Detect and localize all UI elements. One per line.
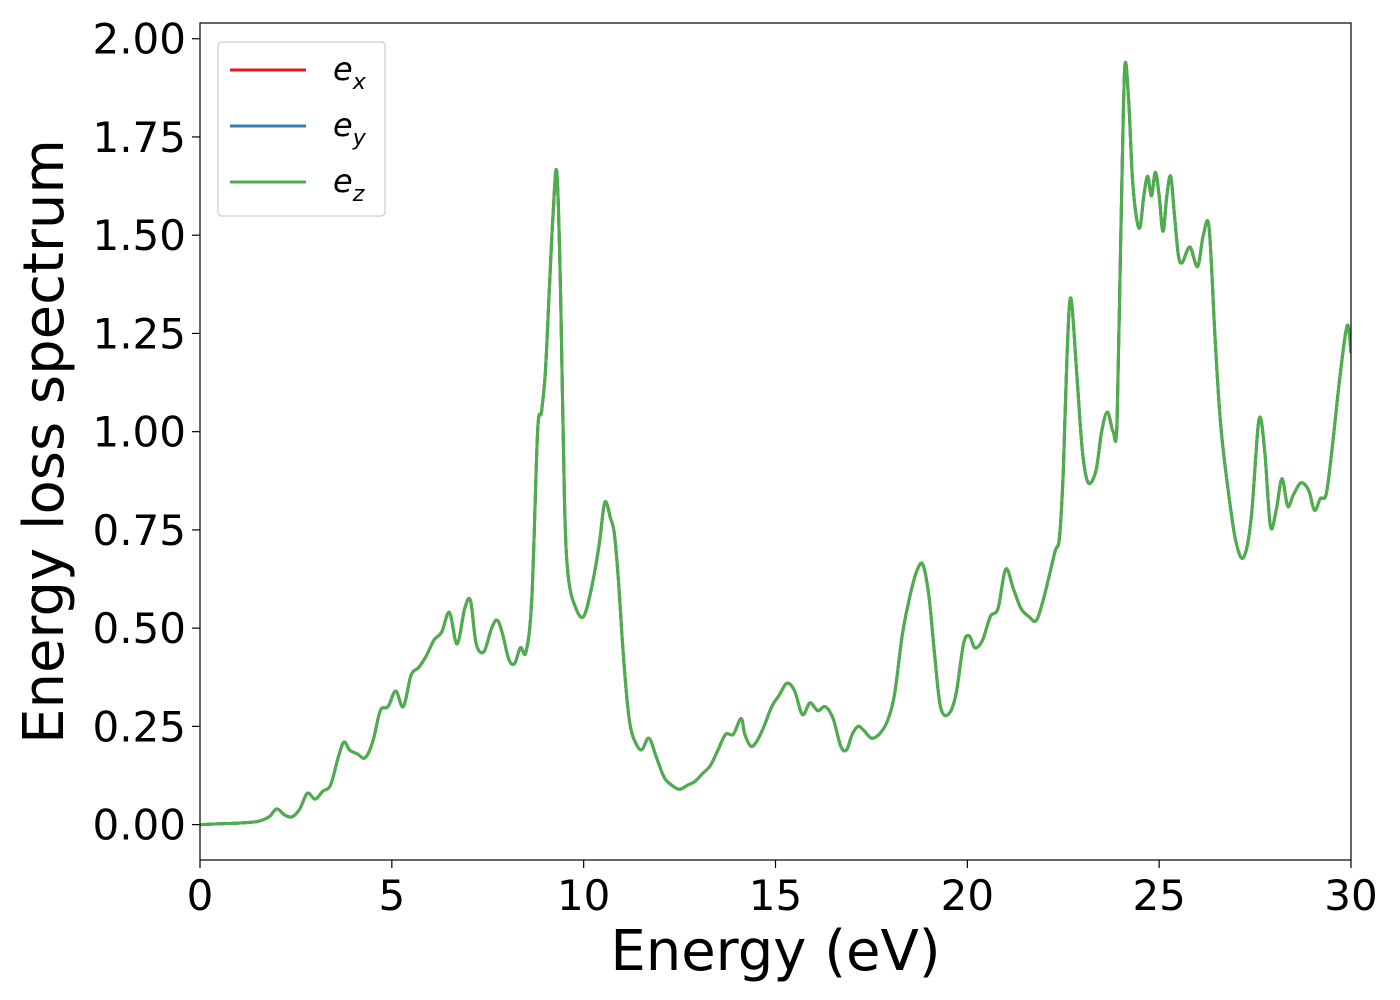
y-tick-label: 0.75 — [92, 506, 186, 555]
y-tick-label: 0.25 — [92, 702, 186, 751]
plot-area — [200, 60, 1351, 827]
y-tick-label: 1.25 — [92, 309, 186, 358]
legend-label-ey: ey — [333, 106, 367, 151]
y-tick-label: 1.50 — [92, 211, 186, 260]
x-tick-label: 5 — [378, 871, 405, 920]
x-tick-label: 30 — [1324, 871, 1377, 920]
x-tick-label: 15 — [749, 871, 802, 920]
axis-ticks: 0 5 10 15 20 25 30 0.00 0.25 0.50 0.75 1.00 1.25 1.50… — [92, 15, 1377, 920]
y-tick-label: 1.00 — [92, 408, 186, 457]
y-tick-label: 1.75 — [92, 113, 186, 162]
x-tick-label: 25 — [1132, 871, 1185, 920]
x-tick-label: 20 — [941, 871, 994, 920]
y-tick-label: 0.00 — [92, 801, 186, 850]
x-tick-label: 0 — [187, 871, 214, 920]
x-axis-label: Energy (eV) — [610, 919, 940, 984]
y-tick-label: 2.00 — [92, 15, 186, 64]
y-tick-label: 0.50 — [92, 604, 186, 653]
plot-frame — [199, 22, 1352, 861]
series-line-ez — [200, 60, 1351, 827]
x-tick-label: 10 — [557, 871, 610, 920]
legend-box — [217, 41, 386, 217]
y-axis-label: Energy loss spectrum — [12, 139, 77, 744]
